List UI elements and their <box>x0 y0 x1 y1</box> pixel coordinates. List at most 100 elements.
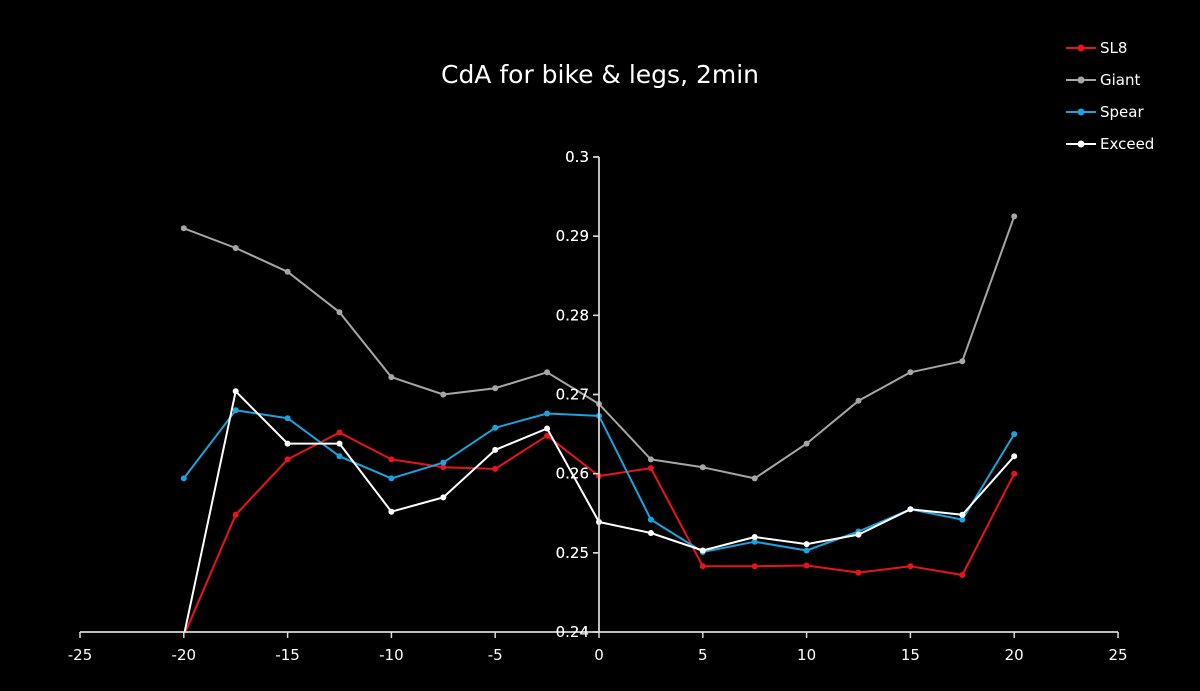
data-point-exceed <box>544 425 551 432</box>
legend-marker-sl8 <box>1077 44 1085 52</box>
data-point-spear <box>492 424 499 431</box>
data-point-exceed <box>336 440 343 447</box>
data-point-exceed <box>803 541 810 548</box>
data-point-giant <box>855 397 862 404</box>
data-point-spear <box>803 547 810 554</box>
data-point-giant <box>544 369 551 376</box>
data-point-giant <box>907 369 914 376</box>
data-point-spear <box>959 516 966 523</box>
data-point-spear <box>647 516 654 523</box>
x-tick-label: -5 <box>488 646 503 664</box>
legend-marker-spear <box>1077 108 1085 116</box>
series-layer <box>0 213 1200 691</box>
data-point-giant <box>959 358 966 365</box>
y-tick-label: 0.28 <box>556 306 589 324</box>
data-point-sl8 <box>699 563 706 570</box>
data-point-exceed <box>284 440 291 447</box>
legend-item-giant: Giant <box>1066 71 1140 89</box>
x-tick-label: -10 <box>379 646 404 664</box>
y-tick-label: 0.24 <box>556 623 589 641</box>
chart-title: CdA for bike & legs, 2min <box>441 60 759 89</box>
data-point-exceed <box>959 511 966 518</box>
data-point-exceed <box>751 534 758 540</box>
data-point-giant <box>1011 213 1018 220</box>
x-tick-label: 5 <box>698 646 708 664</box>
data-point-giant <box>803 440 810 447</box>
data-point-exceed <box>855 531 862 538</box>
legend-marker-exceed <box>1077 140 1085 148</box>
legend-item-sl8: SL8 <box>1066 39 1127 57</box>
legend-item-exceed: Exceed <box>1066 135 1154 153</box>
data-point-sl8 <box>1011 470 1018 477</box>
axes-overlay: -25 -20 -15 -10 -5 0 5 10 15 20 25 0.24 0.25 0.26 0.27… <box>68 148 1128 664</box>
y-tick-label: 0.3 <box>565 148 589 166</box>
data-point-exceed <box>699 547 706 554</box>
data-point-sl8 <box>907 563 914 570</box>
legend-label-exceed: Exceed <box>1100 135 1154 153</box>
x-tick-label: -20 <box>172 646 197 664</box>
data-point-giant <box>232 245 239 251</box>
data-point-giant <box>388 374 395 381</box>
legend-label-sl8: SL8 <box>1100 39 1127 57</box>
data-point-spear <box>1011 431 1018 438</box>
legend: SL8 Giant Spear Exceed <box>1066 39 1154 153</box>
data-point-sl8 <box>336 429 343 436</box>
below-axis-mask <box>0 633 1200 691</box>
data-point-sl8 <box>803 562 810 569</box>
y-tick-label: 0.29 <box>556 227 589 245</box>
x-tick-label: 20 <box>1005 646 1024 664</box>
data-point-exceed <box>232 388 239 395</box>
data-point-spear <box>388 475 395 482</box>
data-point-giant <box>284 268 291 275</box>
data-point-spear <box>180 475 187 482</box>
data-point-exceed <box>1011 453 1018 460</box>
y-tick-label: 0.3 <box>565 148 589 166</box>
data-point-sl8 <box>855 569 862 576</box>
data-point-spear <box>336 453 343 460</box>
x-tick-label: -15 <box>275 646 300 664</box>
legend-label-giant: Giant <box>1100 71 1140 89</box>
y-tick-label: 0.26 <box>556 465 589 483</box>
data-point-sl8 <box>959 572 966 578</box>
x-tick-label: 25 <box>1108 646 1127 664</box>
data-point-giant <box>336 309 343 316</box>
x-tick-label: 15 <box>901 646 920 664</box>
data-point-sl8 <box>492 465 499 472</box>
data-point-spear <box>751 538 758 545</box>
data-point-sl8 <box>544 432 551 439</box>
data-point-exceed <box>492 446 499 453</box>
data-point-exceed <box>907 506 914 513</box>
data-point-giant <box>751 475 758 482</box>
y-tick-label: 0.25 <box>556 544 589 562</box>
data-point-giant <box>180 225 187 232</box>
x-tick-label: 0 <box>594 646 604 664</box>
x-tick-label: 10 <box>797 646 816 664</box>
data-point-sl8 <box>388 456 395 463</box>
legend-marker-giant <box>1077 76 1085 84</box>
data-point-sl8 <box>751 563 758 570</box>
data-point-sl8 <box>440 464 447 471</box>
y-tick-label: 0.28 <box>556 306 589 324</box>
data-point-giant <box>647 456 654 463</box>
data-point-giant <box>440 391 447 398</box>
data-point-giant <box>699 464 706 471</box>
data-point-exceed <box>440 494 447 501</box>
data-point-sl8 <box>232 511 239 518</box>
data-point-sl8 <box>647 465 654 472</box>
x-tick-label: -25 <box>68 646 93 664</box>
data-point-spear <box>440 459 447 466</box>
data-point-spear <box>284 415 291 422</box>
legend-label-spear: Spear <box>1100 103 1144 121</box>
y-tick-label: 0.27 <box>556 386 589 404</box>
data-point-spear <box>544 410 551 417</box>
data-point-giant <box>492 385 499 392</box>
y-tick-label: 0.25 <box>556 544 589 562</box>
data-point-exceed <box>647 530 654 536</box>
data-point-spear <box>232 407 239 414</box>
legend-item-spear: Spear <box>1066 103 1144 121</box>
data-point-sl8 <box>284 456 291 463</box>
data-point-exceed <box>388 508 395 515</box>
y-tick-label: 0.29 <box>556 227 589 245</box>
